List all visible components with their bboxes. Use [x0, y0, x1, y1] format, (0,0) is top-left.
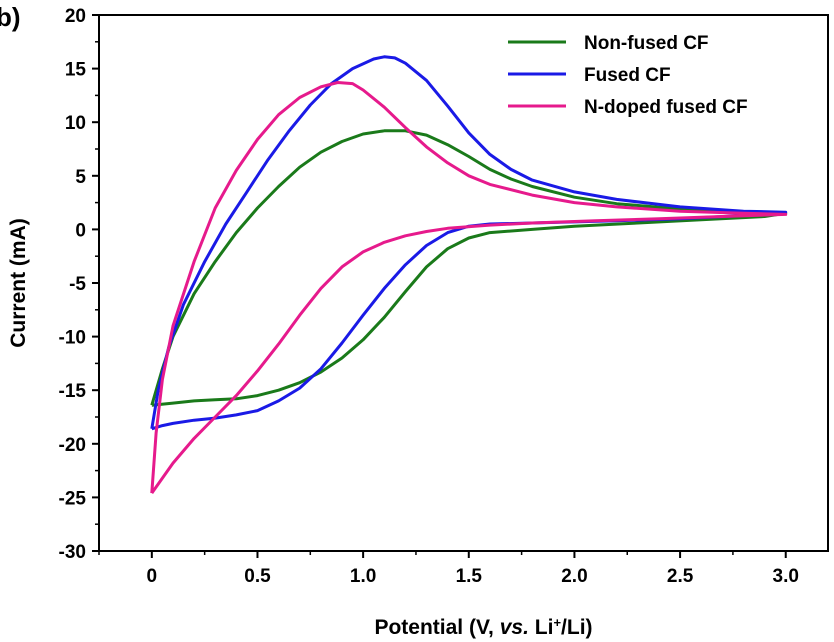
plot-frame — [98, 14, 829, 552]
series-line-n-doped-fused-cf — [150, 81, 788, 494]
y-axis-title: Current (mA) — [7, 218, 30, 348]
y-tick-label: -5 — [69, 274, 86, 295]
y-tick-label: -20 — [59, 435, 86, 456]
plot-lines — [150, 55, 788, 494]
panel-label: b) — [0, 2, 21, 32]
x-tick-label: 3.0 — [773, 566, 799, 587]
x-tick-label: 1.0 — [350, 566, 376, 587]
x-tick-label: 2.0 — [561, 566, 587, 587]
x-tick-label: 0.5 — [244, 566, 271, 587]
x-tick-label: 1.5 — [456, 566, 483, 587]
x-tick-label: 0 — [147, 566, 158, 587]
y-tick-label: 5 — [75, 167, 86, 188]
series-line-non-fused-cf — [150, 129, 788, 407]
legend-label: Fused CF — [584, 65, 671, 86]
x-axis-title-italic: vs. — [500, 616, 529, 639]
y-tick-label: 0 — [75, 220, 86, 241]
y-axis: 20 15 10 5 0 -5 -10 -15 -20 -25 -30 — [59, 6, 99, 563]
x-tick-label: 2.5 — [667, 566, 694, 587]
series-line-fused-cf — [150, 55, 788, 431]
x-axis-title-suffix: /Li) — [561, 616, 593, 639]
y-tick-label: -10 — [59, 328, 86, 349]
y-tick-label: 20 — [65, 6, 86, 27]
x-axis: 0 0.5 1.0 1.5 2.0 2.5 3.0 — [98, 551, 799, 587]
legend-label: N-doped fused CF — [584, 97, 748, 118]
x-axis-title-prefix: Potential (V, — [374, 616, 499, 639]
y-tick-label: 15 — [65, 60, 87, 81]
legend-label: Non-fused CF — [584, 33, 709, 54]
x-axis-title-sup: + — [553, 615, 561, 630]
x-axis-title: Potential (V, vs. Li+/Li) — [374, 615, 592, 640]
y-tick-label: -25 — [59, 488, 87, 509]
y-tick-label: -15 — [59, 381, 87, 402]
legend: Non-fused CF Fused CF N-doped fused CF — [508, 33, 748, 118]
y-tick-label: 10 — [65, 113, 86, 134]
x-axis-title-mid: Li — [529, 616, 554, 639]
y-tick-label: -30 — [59, 542, 86, 563]
